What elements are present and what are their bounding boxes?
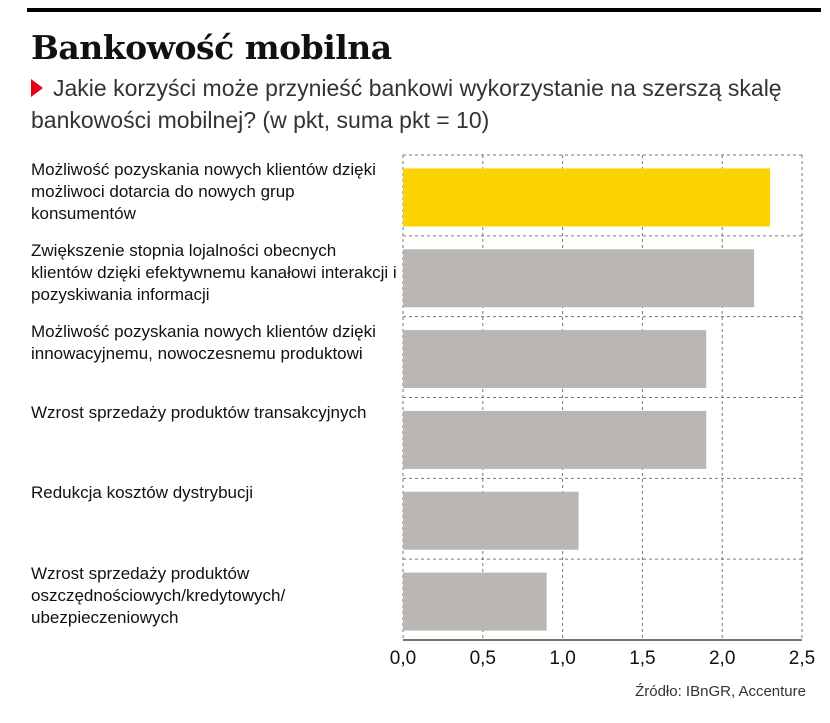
red-triangle-icon bbox=[31, 79, 43, 97]
category-label-1: Możliwość pozyskania nowych klientów dzi… bbox=[31, 160, 376, 223]
x-tick-label: 2,0 bbox=[709, 648, 735, 669]
chart-subtitle-text: Jakie korzyści może przynieść bankowi wy… bbox=[31, 75, 782, 133]
category-label-5: Redukcja kosztów dystrybucji bbox=[31, 483, 254, 503]
bar-6 bbox=[403, 572, 547, 631]
chart-title: Bankowość mobilna bbox=[31, 28, 392, 67]
x-tick-label: 0,0 bbox=[390, 648, 416, 669]
bar-3 bbox=[403, 330, 707, 389]
bar-2 bbox=[403, 249, 755, 308]
category-label-2: Zwiększenie stopnia lojalności obecnych … bbox=[31, 240, 397, 304]
source-note: Źródło: IBnGR, Accenture bbox=[635, 683, 806, 700]
x-tick-label: 1,5 bbox=[629, 648, 655, 669]
x-tick-label: 1,0 bbox=[549, 648, 575, 669]
x-tick-label: 2,5 bbox=[789, 648, 815, 669]
x-tick-label: 0,5 bbox=[470, 648, 496, 669]
bar-5 bbox=[403, 491, 579, 550]
category-label-6: Wzrost sprzedaży produktów oszczędnościo… bbox=[31, 564, 286, 628]
category-label-4: Wzrost sprzedaży produktów transakcyjnyc… bbox=[31, 402, 367, 422]
bar-4 bbox=[403, 410, 707, 469]
chart-subtitle: Jakie korzyści może przynieść bankowi wy… bbox=[31, 72, 821, 136]
top-rule bbox=[27, 8, 821, 12]
bar-1 bbox=[403, 168, 771, 227]
category-label-3: Możliwość pozyskania nowych klientów dzi… bbox=[31, 321, 376, 363]
